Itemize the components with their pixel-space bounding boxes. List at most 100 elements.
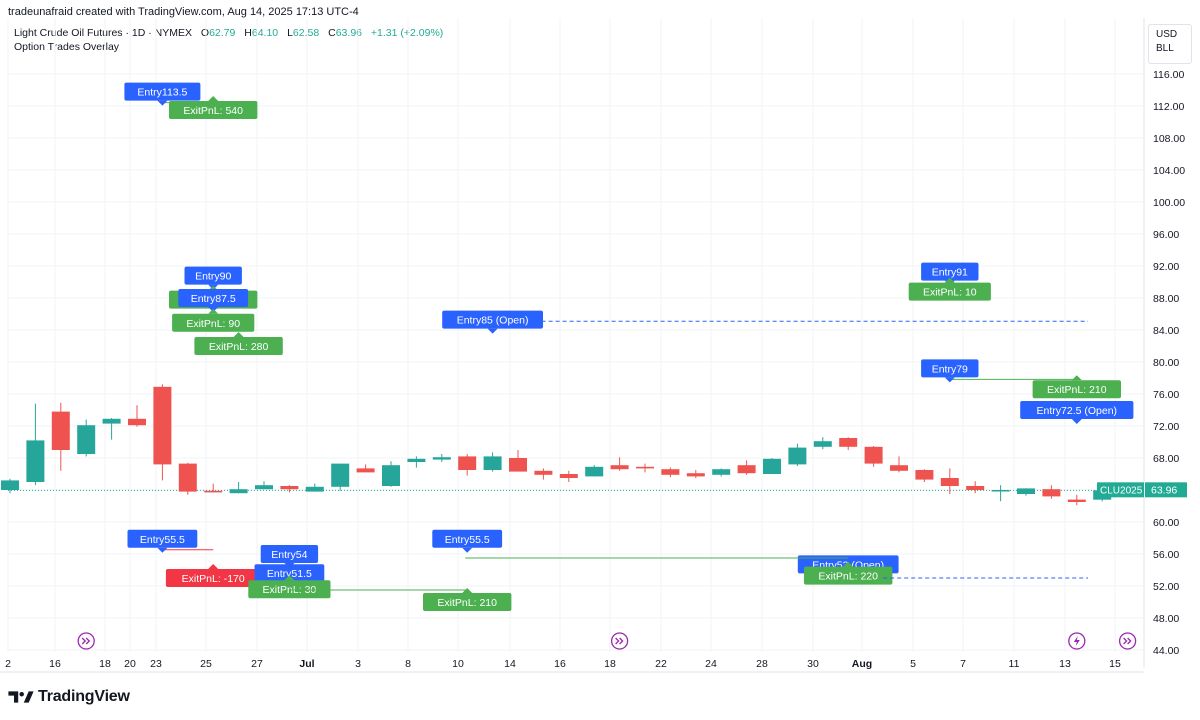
open-label: O — [200, 27, 210, 39]
candle — [940, 468, 959, 494]
exit-label-pointer — [208, 564, 219, 569]
candle — [1017, 488, 1035, 496]
high-label: H — [244, 27, 252, 39]
entry-label-text: Entry87.5 — [191, 293, 236, 305]
exit-label[interactable]: ExitPnL: 10 — [908, 277, 991, 301]
entry-label-pointer — [157, 100, 168, 106]
candle-body — [610, 465, 629, 470]
candle — [178, 462, 197, 495]
candle — [305, 483, 324, 492]
exit-label-text: ExitPnL: 220 — [818, 571, 878, 583]
candle-body — [839, 438, 858, 447]
y-tick-label: 96.00 — [1153, 229, 1179, 241]
forward-glyph — [615, 637, 624, 645]
candle — [51, 402, 70, 471]
x-tick-label: Jul — [299, 658, 314, 670]
exit-label[interactable]: ExitPnL: 210 — [423, 588, 512, 611]
entry-label-bg — [254, 564, 325, 583]
entry-label[interactable]: Entry72.5 (Open) — [1020, 401, 1134, 424]
currency-unit-selector[interactable]: USD BLL — [1148, 24, 1192, 64]
candles — [1, 384, 1112, 506]
entry-label-bg — [1020, 401, 1134, 419]
x-tick-label: 16 — [554, 658, 566, 670]
candle-body — [991, 490, 1010, 492]
entry-label-bg — [178, 289, 249, 307]
symbol-name[interactable]: Light Crude Oil Futures · 1D · NYMEX — [14, 27, 192, 39]
entry-label[interactable]: Entry51.5 — [254, 564, 325, 588]
x-tick-label: 24 — [705, 658, 717, 670]
entry-label-bg — [921, 359, 979, 378]
candle-body — [382, 465, 400, 486]
x-tick-label: 7 — [960, 658, 966, 670]
candle — [813, 437, 832, 450]
exit-label[interactable]: ExitPnL: -170 — [165, 564, 261, 587]
exit-label[interactable]: ExitPnL: 90 — [172, 308, 255, 332]
y-tick-label: 44.00 — [1153, 645, 1179, 657]
price-axis[interactable]: 44.0048.0052.0056.0060.0064.0068.0072.00… — [1097, 18, 1187, 668]
forward-event-icon[interactable] — [610, 632, 629, 650]
x-tick-label: 18 — [604, 658, 616, 670]
x-tick-label: 14 — [504, 658, 516, 670]
candle-body — [178, 463, 197, 492]
entry-label[interactable]: Entry79 — [921, 359, 979, 383]
exit-label-bg — [194, 337, 283, 355]
exit-label-bg — [248, 580, 331, 599]
candle — [610, 457, 629, 471]
entry-label[interactable]: Entry55.5 — [432, 529, 503, 553]
x-tick-label: 18 — [99, 658, 111, 670]
unit-label: BLL — [1156, 43, 1174, 54]
forward-glyph — [1123, 637, 1132, 645]
candle — [559, 470, 578, 482]
entry-label-pointer — [487, 328, 498, 334]
candle — [229, 482, 248, 494]
entry-label-pointer — [1071, 419, 1082, 424]
lightning-glyph — [1073, 636, 1080, 646]
exit-label-pointer — [208, 96, 219, 101]
candle — [26, 403, 45, 486]
exit-label-bg — [172, 313, 255, 332]
x-tick-label: Aug — [852, 658, 872, 670]
candle-body — [1017, 488, 1035, 494]
exit-label-text: ExitPnL: 10 — [923, 287, 977, 299]
candle-body — [432, 457, 451, 460]
candle — [1067, 494, 1086, 506]
y-tick-label: 68.00 — [1153, 453, 1179, 465]
symbol-header: Light Crude Oil Futures · 1D · NYMEX O 62… — [14, 27, 443, 39]
x-tick-label: 3 — [355, 658, 361, 670]
y-tick-label: 84.00 — [1153, 325, 1179, 337]
forward-event-icon[interactable] — [77, 632, 95, 650]
last-price-tag[interactable]: CLU2025 63.96 — [1097, 482, 1187, 498]
lightning-event-icon[interactable] — [1068, 632, 1086, 650]
tradingview-brand[interactable]: TradingView — [8, 686, 130, 708]
candle — [153, 384, 172, 481]
candle — [763, 458, 781, 474]
x-tick-label: 10 — [452, 658, 464, 670]
candle — [839, 437, 858, 450]
candle-body — [864, 446, 883, 464]
exit-label[interactable]: ExitPnL: 220 — [804, 561, 893, 585]
exit-label[interactable]: ExitPnL: 540 — [169, 96, 258, 119]
candle — [991, 485, 1010, 502]
low-value: 62.58 — [292, 27, 320, 39]
entry-label[interactable]: Entry85 (Open) — [442, 310, 543, 334]
entry-label[interactable]: Entry113.5 — [124, 82, 201, 106]
y-tick-label: 80.00 — [1153, 357, 1179, 369]
candle — [407, 456, 426, 468]
candle — [534, 468, 553, 480]
exit-label[interactable]: ExitPnL: 280 — [194, 332, 283, 355]
exit-label-text: ExitPnL: -170 — [182, 573, 245, 585]
forward-event-icon[interactable] — [1118, 632, 1137, 650]
exit-label-bg — [804, 566, 893, 585]
time-axis[interactable]: 2 16 18 20 23 25 27 Jul 3 8 10 14 16 18 22 24 28 30 Aug 5 7 1… — [0, 658, 1144, 673]
x-tick-label: 25 — [200, 658, 212, 670]
exit-label-pointer — [843, 561, 854, 567]
study-title[interactable]: Option Trades Overlay — [14, 41, 120, 53]
entry-label[interactable]: Entry90 — [184, 266, 242, 290]
exit-label[interactable]: ExitPnL: 210 — [1032, 375, 1121, 399]
entry-label[interactable]: Entry55.5 — [127, 529, 198, 553]
x-tick-label: 15 — [1109, 658, 1121, 670]
candle-body — [661, 469, 680, 475]
candle-body — [813, 441, 832, 447]
